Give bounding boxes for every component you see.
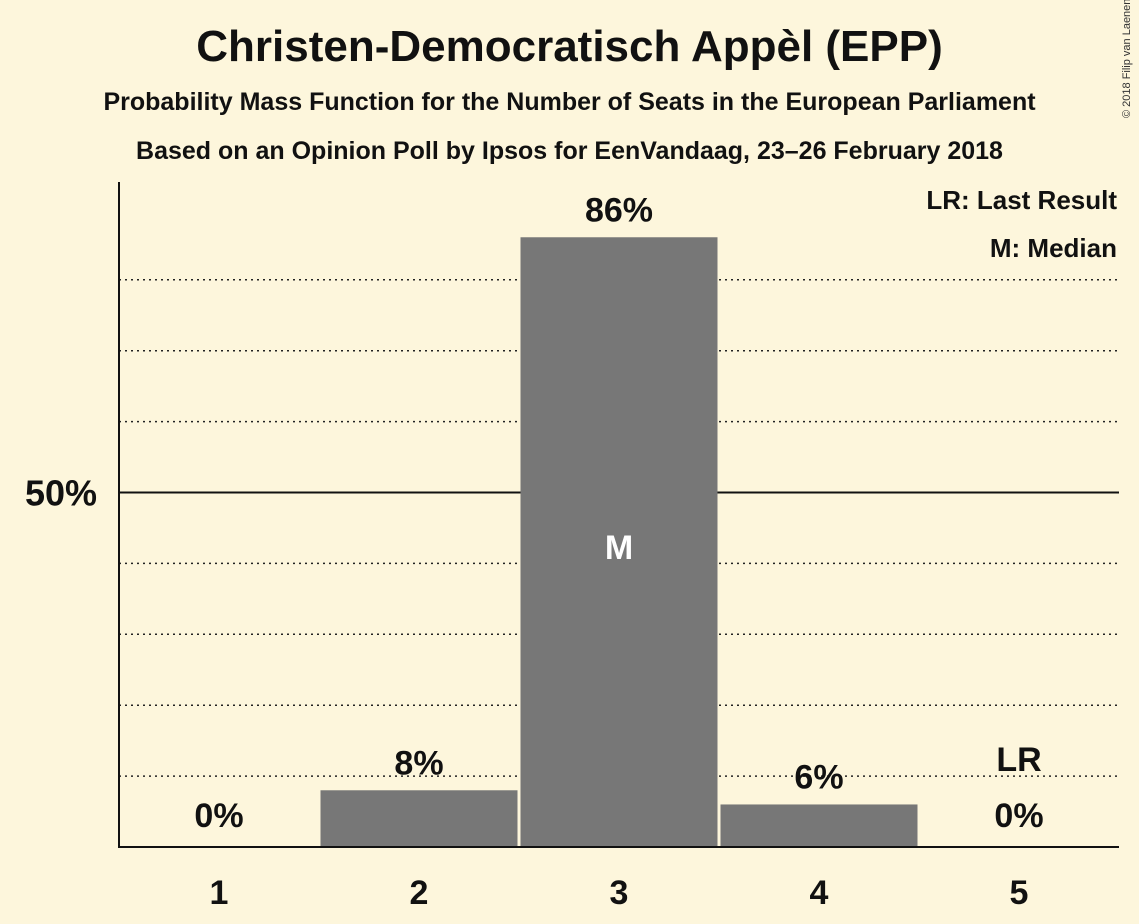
- data-label: 8%: [394, 744, 443, 782]
- data-label: 86%: [585, 191, 653, 229]
- data-label: 0%: [994, 797, 1043, 835]
- data-label: 0%: [194, 797, 243, 835]
- y-tick-label: 50%: [25, 473, 97, 514]
- bar-seats-3: [520, 237, 718, 847]
- median-marker: M: [605, 529, 633, 567]
- legend-last-result: LR: Last Result: [926, 185, 1117, 215]
- x-tick-label: 2: [410, 874, 429, 912]
- bar-seats-2: [320, 790, 518, 847]
- last-result-marker: LR: [996, 741, 1041, 779]
- x-tick-label: 5: [1010, 874, 1029, 912]
- data-label: 6%: [794, 758, 843, 796]
- chart-title: Christen-Democratisch Appèl (EPP): [196, 22, 943, 71]
- x-tick-label: 3: [610, 874, 629, 912]
- legend-median: M: Median: [990, 233, 1117, 263]
- chart-subtitle: Probability Mass Function for the Number…: [103, 88, 1036, 116]
- x-tick-label: 1: [210, 874, 229, 912]
- x-tick-label: 4: [810, 874, 829, 912]
- chart-source-line: Based on an Opinion Poll by Ipsos for Ee…: [136, 137, 1003, 165]
- bar-seats-4: [720, 804, 918, 847]
